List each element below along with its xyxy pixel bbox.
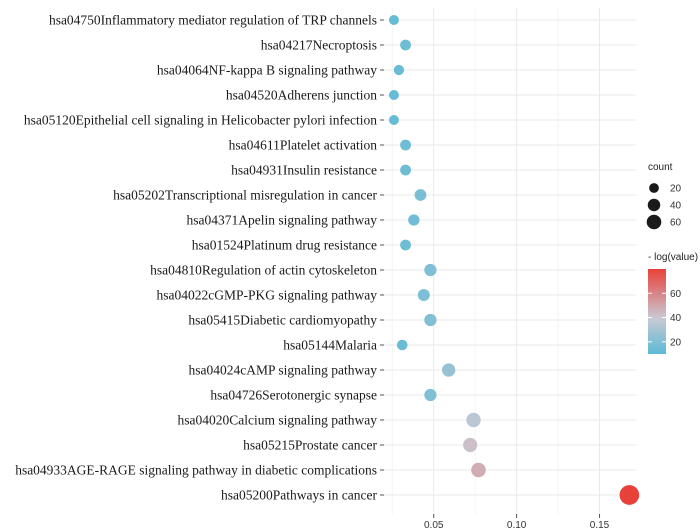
color-legend-label: 60: [670, 289, 682, 300]
category-label: hsa05144Malaria: [283, 338, 377, 353]
color-legend-label: 20: [670, 337, 682, 348]
data-point: [393, 64, 405, 76]
data-point: [400, 139, 411, 151]
size-legend-dot: [649, 183, 659, 193]
data-point: [388, 114, 399, 126]
data-point: [463, 437, 478, 453]
data-point: [414, 189, 427, 201]
size-legend-label: 40: [670, 201, 682, 212]
category-label: hsa04520Adherens junction: [226, 88, 377, 103]
category-label: hsa04750Inflammatory mediator regulation…: [49, 13, 377, 28]
data-point: [417, 288, 430, 302]
category-label: hsa04933AGE-RAGE signaling pathway in di…: [15, 463, 377, 478]
data-point: [471, 462, 486, 478]
data-point: [396, 339, 408, 351]
color-legend-label: 40: [670, 313, 682, 324]
category-label: hsa04064NF-kappa B signaling pathway: [157, 63, 377, 78]
category-label: hsa04726Serotonergic synapse: [210, 388, 377, 403]
size-legend-title: count: [648, 162, 673, 173]
category-label: hsa04022cGMP-PKG signaling pathway: [157, 288, 378, 303]
category-label: hsa04024cAMP signaling pathway: [189, 363, 378, 378]
data-point: [400, 39, 411, 51]
size-legend-dot: [646, 214, 662, 230]
x-tick-label: 0.10: [507, 520, 527, 531]
category-label: hsa04020Calcium signaling pathway: [178, 413, 378, 428]
data-point: [400, 239, 411, 251]
category-label: hsa04217Necroptosis: [261, 38, 377, 53]
category-label: hsa05120Epithelial cell signaling in Hel…: [24, 113, 377, 128]
data-point: [424, 263, 437, 277]
color-legend-title: - log(value): [648, 252, 698, 263]
category-label: hsa05215Prostate cancer: [243, 438, 377, 453]
data-point: [424, 388, 437, 402]
category-label: hsa04371Apelin signaling pathway: [187, 213, 378, 228]
category-labels: hsa04750Inflammatory mediator regulation…: [15, 13, 384, 503]
size-legend: 20 40 60: [646, 183, 682, 230]
color-legend-ticks: 20 40 60: [648, 289, 682, 348]
data-point: [442, 363, 456, 377]
legend: count 20 40 60 - log(value) 20 40 60: [646, 162, 698, 354]
size-legend-dot: [647, 198, 661, 212]
data-point: [619, 485, 640, 505]
data-point: [388, 14, 399, 26]
category-label: hsa04810Regulation of actin cytoskeleton: [150, 263, 377, 278]
data-point: [400, 164, 411, 176]
data-point: [424, 313, 437, 327]
data-point: [466, 412, 481, 428]
color-legend-bar: [648, 269, 666, 354]
category-label: hsa05202Transcriptional misregulation in…: [113, 188, 377, 203]
category-label: hsa04611Platelet activation: [229, 138, 378, 153]
category-label: hsa04931Insulin resistance: [231, 163, 377, 178]
x-axis: 0.05 0.10 0.15: [424, 514, 610, 531]
category-label: hsa01524Platinum drug resistance: [192, 238, 377, 253]
size-legend-label: 60: [670, 218, 682, 229]
size-legend-label: 20: [670, 184, 682, 195]
grid-lines: [384, 8, 636, 514]
data-point: [408, 214, 420, 226]
data-points: [388, 14, 640, 505]
x-tick-label: 0.15: [590, 520, 610, 531]
x-tick-label: 0.05: [424, 520, 444, 531]
category-label: hsa05415Diabetic cardiomyopathy: [188, 313, 377, 328]
data-point: [388, 89, 399, 101]
category-label: hsa05200Pathways in cancer: [221, 488, 377, 503]
